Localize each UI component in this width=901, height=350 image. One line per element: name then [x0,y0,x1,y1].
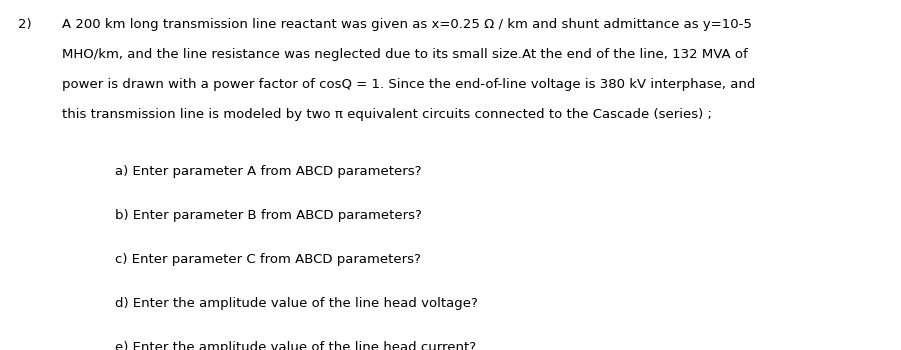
Text: MHO/km, and the line resistance was neglected due to its small size.At the end o: MHO/km, and the line resistance was negl… [62,48,748,61]
Text: b) Enter parameter B from ABCD parameters?: b) Enter parameter B from ABCD parameter… [115,209,422,222]
Text: e) Enter the amplitude value of the line head current?: e) Enter the amplitude value of the line… [115,341,476,350]
Text: power is drawn with a power factor of cosQ = 1. Since the end-of-line voltage is: power is drawn with a power factor of co… [62,78,755,91]
Text: d) Enter the amplitude value of the line head voltage?: d) Enter the amplitude value of the line… [115,297,478,310]
Text: a) Enter parameter A from ABCD parameters?: a) Enter parameter A from ABCD parameter… [115,165,422,178]
Text: this transmission line is modeled by two π equivalent circuits connected to the : this transmission line is modeled by two… [62,108,712,121]
Text: 2): 2) [18,18,32,31]
Text: A 200 km long transmission line reactant was given as x=0.25 Ω / km and shunt ad: A 200 km long transmission line reactant… [62,18,751,31]
Text: c) Enter parameter C from ABCD parameters?: c) Enter parameter C from ABCD parameter… [115,253,421,266]
